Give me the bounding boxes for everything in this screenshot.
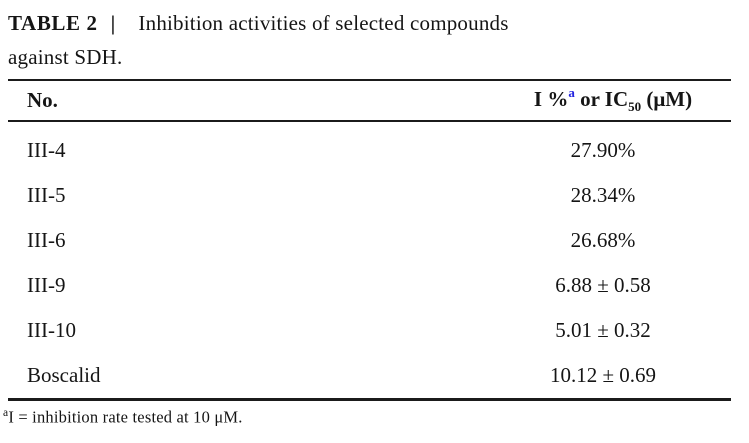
header-activity-mid: or IC: [574, 86, 629, 111]
table-row: III-9 6.88 ± 0.58: [8, 263, 731, 308]
table-header-row: No. I %a or IC50 (μM): [8, 79, 731, 122]
table-row: III-5 28.34%: [8, 173, 731, 218]
caption-text-line1: Inhibition activities of selected compou…: [138, 11, 509, 35]
compound-no: III-4: [27, 138, 66, 162]
table-row: III-6 26.68%: [8, 218, 731, 263]
activity-value: 28.34%: [570, 183, 636, 207]
table-caption: TABLE 2 | Inhibition activities of selecte…: [8, 6, 668, 74]
table-row: III-10 5.01 ± 0.32: [8, 308, 731, 353]
caption-line-1: TABLE 2 | Inhibition activities of selecte…: [8, 6, 668, 40]
compound-no: III-5: [27, 183, 66, 207]
column-header-no: No.: [27, 88, 58, 112]
header-footnote-marker: a: [568, 84, 575, 100]
table-number: TABLE 2: [8, 11, 98, 35]
table-row: Boscalid 10.12 ± 0.69: [8, 353, 731, 398]
column-header-activity: I %a or IC50 (μM): [485, 84, 741, 115]
compound-no: III-10: [27, 318, 76, 342]
caption-separator: |: [110, 11, 116, 35]
compound-no: III-9: [27, 273, 66, 297]
header-activity-pre: I %: [533, 86, 569, 111]
header-activity-post: (μM): [641, 86, 693, 111]
activity-value: 6.88 ± 0.58: [555, 273, 651, 297]
header-ic50-subscript: 50: [628, 99, 642, 115]
activity-value: 26.68%: [570, 228, 636, 252]
compound-no: Boscalid: [27, 363, 101, 387]
footnote-text: I = inhibition rate tested at 10 μM.: [8, 407, 243, 427]
table-row: III-4 27.90%: [8, 128, 731, 173]
data-table: No. I %a or IC50 (μM) III-4 27.90% III-5…: [8, 79, 731, 401]
activity-value: 27.90%: [570, 138, 636, 162]
activity-value: 5.01 ± 0.32: [555, 318, 651, 342]
table-body: III-4 27.90% III-5 28.34% III-6 26.68% I…: [8, 122, 731, 401]
caption-text-line2: against SDH.: [8, 45, 123, 69]
compound-no: III-6: [27, 228, 66, 252]
footnote-marker: a: [3, 407, 9, 419]
activity-value: 10.12 ± 0.69: [549, 363, 657, 387]
table-footnote: aI = inhibition rate tested at 10 μM.: [3, 407, 243, 428]
